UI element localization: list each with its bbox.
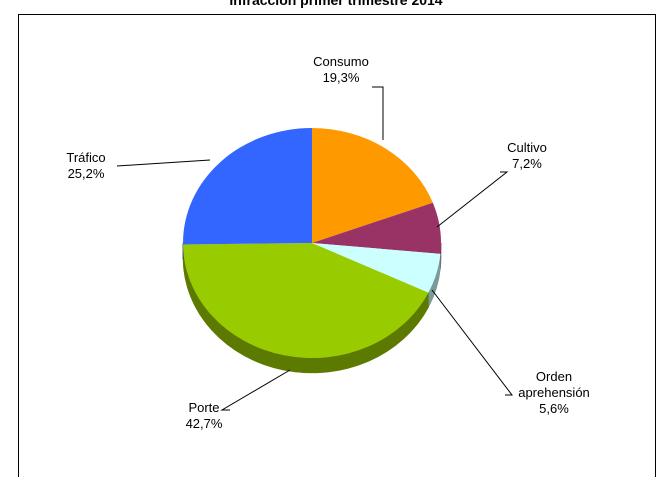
pie-slice <box>312 128 433 243</box>
leader-line <box>431 289 514 396</box>
slice-label: Cultivo <box>507 140 547 155</box>
leader-line <box>436 171 509 228</box>
slice-label: Orden aprehensión <box>518 369 590 400</box>
pie-slice <box>312 202 442 254</box>
slice-value: 7,2% <box>512 156 542 171</box>
leader-line <box>372 86 384 140</box>
pie-slice <box>183 243 429 358</box>
leader-line <box>220 369 291 411</box>
slice-label: Consumo <box>313 54 369 69</box>
slice-value: 42,7% <box>185 416 223 431</box>
slice-value: 19,3% <box>322 70 360 85</box>
slice-label: Tráfico <box>66 150 106 165</box>
slice-label: Porte <box>188 400 220 415</box>
pie-slice <box>183 128 312 245</box>
chart-title: Infracción primer trimestre 2014 <box>229 0 443 8</box>
pie-slice <box>312 243 441 293</box>
slice-value: 25,2% <box>67 166 105 181</box>
leader-line <box>116 159 211 167</box>
slice-value: 5,6% <box>539 401 569 416</box>
